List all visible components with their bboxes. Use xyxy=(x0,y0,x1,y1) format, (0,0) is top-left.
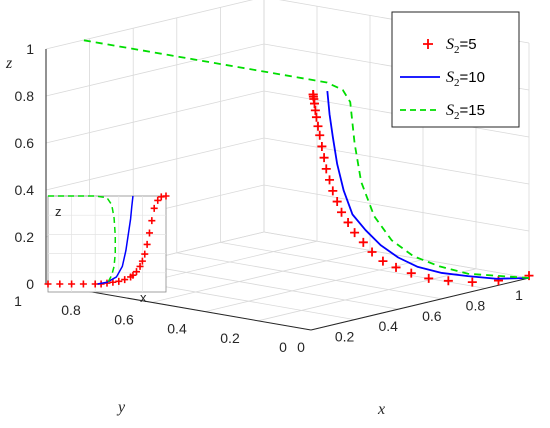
series-s2-5-marker-7 xyxy=(378,256,388,266)
legend-label-2: S2=15 xyxy=(446,102,485,122)
grid-floor-y-1 xyxy=(257,268,477,322)
inset-marker-0-0 xyxy=(44,280,52,288)
series-s2-5-marker-12 xyxy=(337,207,347,217)
series-s2-5-marker-19 xyxy=(315,130,325,140)
inset-marker-0-16 xyxy=(143,240,151,248)
y-tick-label-0: 0 xyxy=(279,339,287,355)
inset-marker-0-2 xyxy=(68,280,76,288)
inset-x-label: x xyxy=(140,290,147,305)
inset-panel: xz xyxy=(44,192,170,305)
z-tick-label-4: 0.8 xyxy=(15,88,35,104)
x-tick-label-3: 0.6 xyxy=(422,308,442,324)
inset-marker-0-13 xyxy=(136,262,144,270)
y-tick-label-3: 0.6 xyxy=(114,311,134,327)
series-s2-5-marker-6 xyxy=(391,262,401,272)
grid-back-z-5 xyxy=(45,0,254,50)
inset-series-1 xyxy=(97,195,134,285)
inset-marker-0-1 xyxy=(56,280,64,288)
z-axis-label: z xyxy=(5,55,13,72)
inset-marker-0-7 xyxy=(109,278,117,286)
x-tick-label-5: 1 xyxy=(515,287,523,303)
inset-marker-0-21 xyxy=(157,193,165,201)
grid-back-z-4 xyxy=(45,43,265,97)
inset-marker-0-18 xyxy=(148,217,156,225)
series-s2-5-marker-4 xyxy=(424,273,434,283)
z-tick-label-1: 0.2 xyxy=(15,229,35,245)
series-s2-5-marker-3 xyxy=(443,276,453,286)
grid-floor-y-3 xyxy=(151,250,371,303)
series-s2-5-marker-18 xyxy=(317,141,327,151)
grid-floor-x-3 xyxy=(176,252,442,300)
series-s2-5-marker-16 xyxy=(321,164,331,174)
tick-labels: 00.20.40.60.8100.20.40.60.8100.20.40.60.… xyxy=(14,41,523,355)
inset-marker-0-22 xyxy=(162,192,170,200)
inset-marker-0-17 xyxy=(145,229,153,237)
y-tick-label-5: 1 xyxy=(14,293,22,309)
grid-side-z-2 xyxy=(263,137,530,185)
y-axis-label: y xyxy=(116,399,126,416)
series-s2-5-marker-10 xyxy=(350,228,360,238)
inset-z-label: z xyxy=(55,204,62,219)
grid-floor-y-2 xyxy=(204,259,424,312)
x-axis-label: x xyxy=(377,401,385,418)
series-s2-5-marker-20 xyxy=(313,121,323,131)
x-tick-label-0: 0 xyxy=(297,339,305,355)
z-tick-label-3: 0.6 xyxy=(15,135,35,151)
legend-label-0: S2=5 xyxy=(446,36,477,56)
legend-box xyxy=(391,11,520,128)
z-tick-label-5: 1 xyxy=(26,41,34,57)
y-tick-label-4: 0.8 xyxy=(61,302,81,318)
legend: S2=5 S2=10 S2=15 xyxy=(391,11,520,128)
inset-marker-0-3 xyxy=(79,280,87,288)
grid-back-z-2 xyxy=(45,137,265,191)
y-tick-label-2: 0.4 xyxy=(167,321,187,337)
series-s2-5-marker-5 xyxy=(406,268,416,278)
grid-back-z-3 xyxy=(45,90,265,144)
series-s2-5-marker-11 xyxy=(343,217,353,227)
y-tick-label-1: 0.2 xyxy=(220,330,240,346)
series-s2-5-marker-21 xyxy=(311,112,321,122)
series-s2-5-marker-15 xyxy=(325,175,335,185)
series-s2-5-marker-2 xyxy=(467,277,477,287)
inset-marker-0-14 xyxy=(138,257,146,265)
inset-marker-0-19 xyxy=(150,204,158,212)
inset-marker-0-15 xyxy=(141,250,149,258)
x-tick-label-4: 0.8 xyxy=(466,297,486,313)
x-tick-label-2: 0.4 xyxy=(378,318,398,334)
series-s2-5-marker-17 xyxy=(319,153,329,163)
legend-marker-0 xyxy=(423,39,433,49)
z-tick-label-0: 0 xyxy=(26,276,34,292)
inset-marker-0-4 xyxy=(91,280,99,288)
series-s2-5-marker-13 xyxy=(332,197,342,207)
series-layer xyxy=(82,39,534,287)
grid-floor-x-2 xyxy=(133,262,399,310)
inset-marker-0-9 xyxy=(121,276,129,284)
inset-marker-0-12 xyxy=(133,268,140,276)
x-axis-line xyxy=(310,277,530,331)
inset-series-2 xyxy=(48,195,117,285)
series-s2-5-marker-14 xyxy=(328,186,338,196)
series-s2-5-marker-27 xyxy=(308,89,318,99)
z-tick-label-2: 0.4 xyxy=(15,182,35,198)
x-tick-label-1: 0.2 xyxy=(335,329,355,345)
inset-marker-0-20 xyxy=(154,196,162,204)
series-s2-5-marker-8 xyxy=(367,247,377,257)
series-s2-5-marker-1 xyxy=(493,276,503,286)
inset-marker-0-11 xyxy=(129,271,137,279)
grid-floor-x-4 xyxy=(220,242,486,289)
grid-side-z-1 xyxy=(263,184,530,232)
series-s2-10 xyxy=(326,91,530,280)
grid-side-z-0 xyxy=(263,231,530,279)
series-s2-5-marker-9 xyxy=(358,237,368,247)
inset-marker-0-8 xyxy=(115,277,123,285)
legend-label-1: S2=10 xyxy=(446,69,485,89)
